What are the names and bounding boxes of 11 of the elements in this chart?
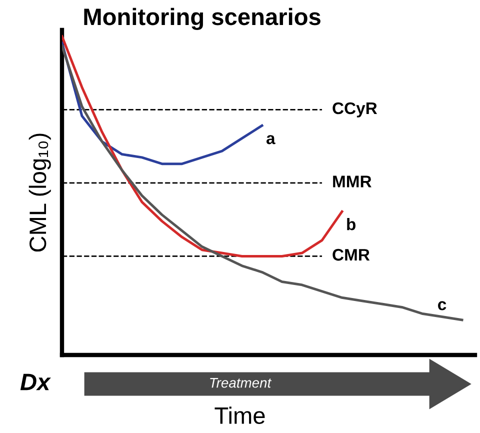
ref-line-label: MMR bbox=[333, 176, 372, 188]
ref-line-label: CMR bbox=[332, 248, 370, 261]
ref-line-label: CCyR bbox=[332, 102, 378, 118]
series-label: c bbox=[438, 301, 446, 310]
text: Treatment bbox=[210, 378, 272, 388]
text: Dx bbox=[20, 374, 51, 390]
series-label: a bbox=[266, 135, 276, 144]
x-axis-title: Time bbox=[214, 406, 265, 424]
series-label: b bbox=[347, 218, 356, 230]
chart-title: Monitoring scenarios bbox=[84, 8, 320, 30]
y-axis-title: CML (log₁₀) bbox=[28, 134, 51, 252]
